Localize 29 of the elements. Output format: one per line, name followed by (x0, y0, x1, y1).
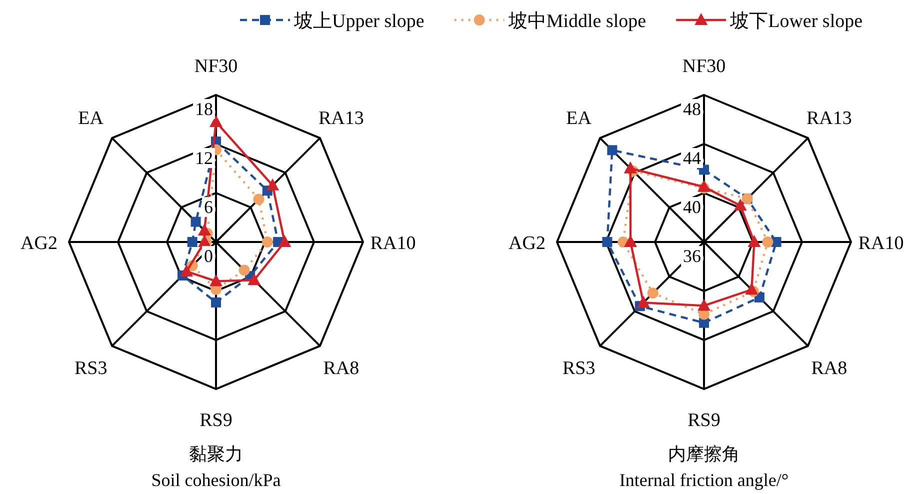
legend-label: 坡下Lower slope (729, 11, 863, 32)
spoke-label: RS3 (562, 358, 596, 380)
spoke-label: RA13 (318, 108, 364, 129)
y-tick-label: 18 (195, 99, 213, 119)
spoke-label: NF30 (194, 56, 238, 77)
spoke-label: RA10 (370, 233, 416, 254)
y-tick-label: 6 (204, 197, 213, 217)
spoke-label: EA (78, 108, 104, 129)
spoke-label: RS9 (688, 410, 720, 431)
spoke-label: NF30 (682, 56, 726, 77)
y-tick-label: 12 (195, 148, 213, 168)
spoke-label: RA8 (323, 358, 360, 380)
spoke-label: RS9 (200, 410, 232, 431)
y-tick-label: 36 (683, 246, 701, 266)
spoke-label: RS3 (74, 358, 108, 380)
y-tick-label: 44 (683, 148, 701, 168)
spoke-label: AG2 (508, 233, 546, 254)
text: 黏聚力 Soil cohesion/kPa (151, 444, 281, 490)
legend-label: 坡上Upper slope (293, 11, 424, 32)
text: 内摩擦角 Internal friction angle/° (619, 444, 789, 490)
spoke-label: AG2 (20, 233, 58, 254)
spoke-label: RA13 (806, 108, 852, 129)
y-tick-label: 48 (683, 99, 701, 119)
spoke-label: EA (566, 108, 592, 129)
y-tick-label: 40 (683, 197, 701, 217)
legend-label: 坡中Middle slope (507, 11, 646, 32)
spoke-label: RA10 (858, 233, 904, 254)
y-tick-label: 0 (204, 246, 213, 266)
spoke-label: RA8 (811, 358, 848, 380)
